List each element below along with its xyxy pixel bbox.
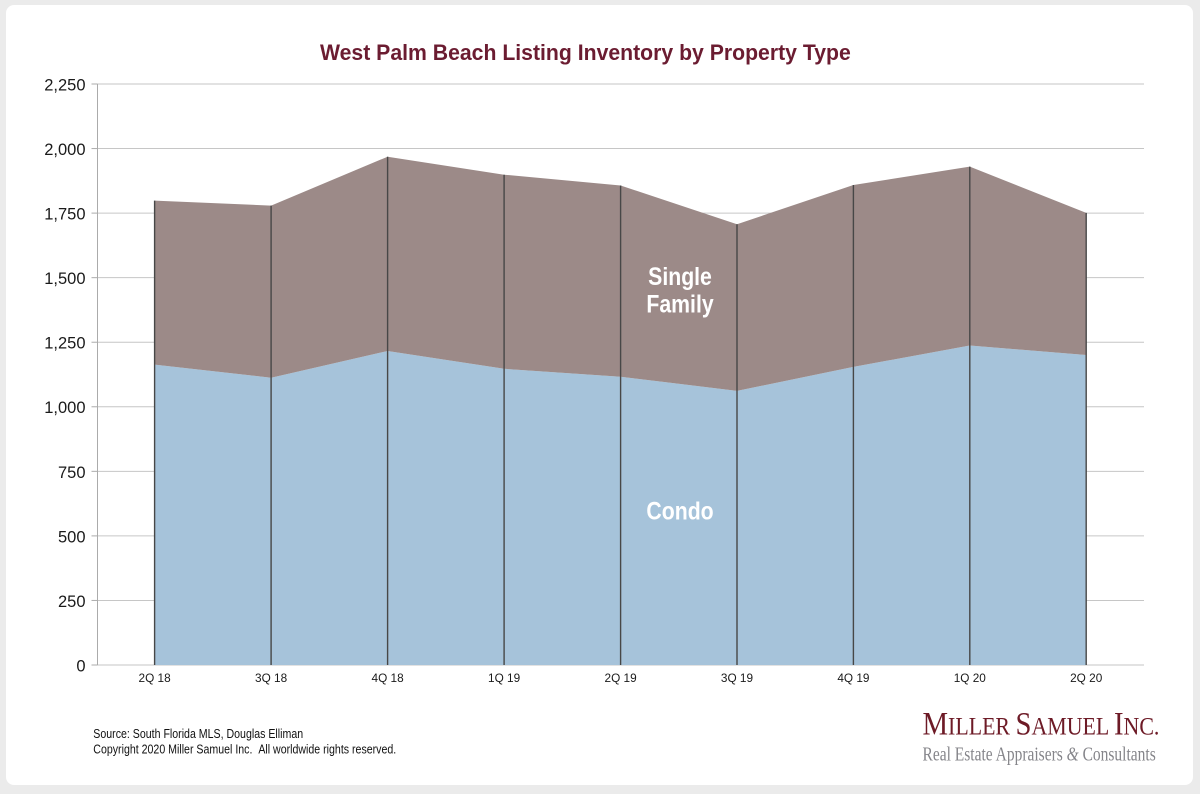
svg-text:1Q 19: 1Q 19 — [488, 671, 520, 685]
svg-text:500: 500 — [58, 528, 86, 546]
svg-text:0: 0 — [76, 657, 85, 675]
svg-text:Condo: Condo — [646, 497, 713, 525]
svg-text:2Q 18: 2Q 18 — [139, 671, 172, 685]
svg-text:250: 250 — [58, 593, 86, 611]
svg-text:2Q 19: 2Q 19 — [605, 671, 637, 685]
svg-text:Real Estate Appraisers & Consu: Real Estate Appraisers & Consultants — [923, 742, 1156, 764]
svg-text:West Palm Beach Listing Invent: West Palm Beach Listing Inventory by Pro… — [320, 39, 851, 65]
svg-text:Single: Single — [648, 263, 712, 291]
svg-text:1,000: 1,000 — [44, 399, 85, 417]
svg-text:2,250: 2,250 — [44, 76, 85, 94]
svg-text:2Q 20: 2Q 20 — [1070, 671, 1103, 685]
svg-text:Copyright 2020 Miller Samuel I: Copyright 2020 Miller Samuel Inc. All wo… — [93, 741, 396, 756]
svg-text:1,500: 1,500 — [44, 270, 85, 288]
svg-text:1,250: 1,250 — [44, 335, 85, 353]
svg-text:3Q 19: 3Q 19 — [721, 671, 753, 685]
svg-text:1Q 20: 1Q 20 — [954, 671, 987, 685]
svg-text:Source: South Florida MLS, Dou: Source: South Florida MLS, Douglas Ellim… — [93, 726, 303, 741]
svg-text:4Q 18: 4Q 18 — [372, 671, 405, 685]
svg-text:3Q 18: 3Q 18 — [255, 671, 288, 685]
svg-text:750: 750 — [58, 464, 86, 482]
svg-text:Family: Family — [646, 290, 713, 318]
svg-text:2,000: 2,000 — [44, 141, 85, 159]
svg-text:4Q 19: 4Q 19 — [837, 671, 869, 685]
svg-text:1,750: 1,750 — [44, 206, 85, 224]
